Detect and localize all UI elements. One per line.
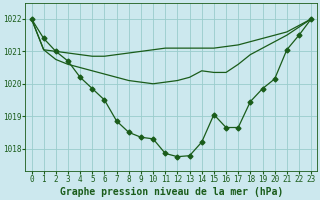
X-axis label: Graphe pression niveau de la mer (hPa): Graphe pression niveau de la mer (hPa) xyxy=(60,187,283,197)
